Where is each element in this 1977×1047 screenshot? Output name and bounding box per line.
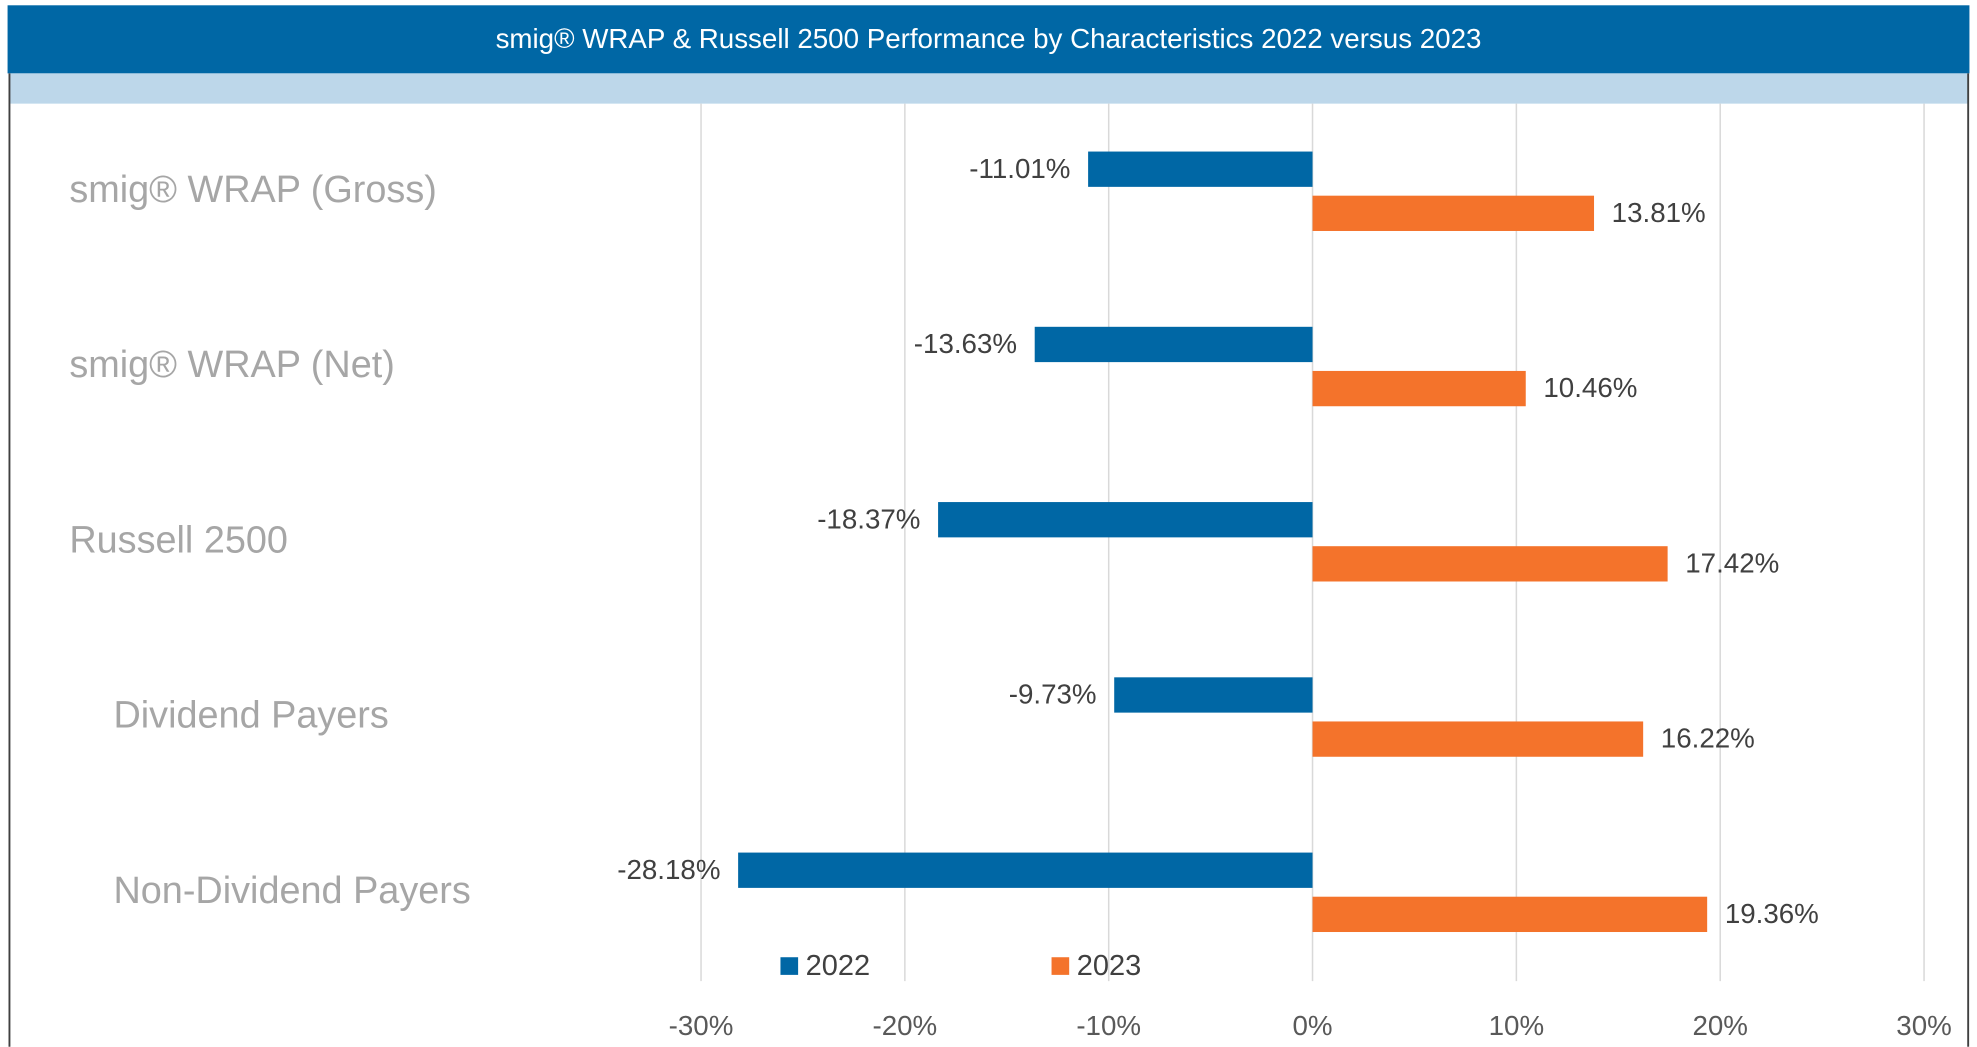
category-label: smig® WRAP (Net) bbox=[69, 344, 395, 386]
value-label: 16.22% bbox=[1661, 723, 1755, 754]
x-tick-label: 0% bbox=[1293, 1010, 1333, 1041]
bar bbox=[1034, 326, 1313, 363]
x-tick-label: 20% bbox=[1692, 1010, 1747, 1041]
x-tick-label: 30% bbox=[1896, 1010, 1951, 1041]
title-strip bbox=[8, 73, 1969, 104]
bar bbox=[1312, 546, 1668, 582]
value-label: -9.73% bbox=[1009, 679, 1097, 710]
bar bbox=[1312, 721, 1644, 757]
x-tick-label: 10% bbox=[1489, 1010, 1544, 1041]
x-tick-label: -10% bbox=[1076, 1010, 1141, 1041]
category-label: Non-Dividend Payers bbox=[113, 870, 470, 912]
value-label: 13.81% bbox=[1612, 197, 1706, 228]
legend-swatch bbox=[780, 957, 799, 975]
bar bbox=[1312, 896, 1708, 933]
bar bbox=[1312, 195, 1595, 231]
plot: -30% -20% -10% 0% 10% 20% 30% smig® WRAP (Gross… bbox=[69, 103, 1952, 1041]
category-label: Dividend Payers bbox=[113, 695, 388, 737]
bar bbox=[938, 502, 1313, 538]
title-bar bbox=[7, 5, 1970, 74]
value-label: -28.18% bbox=[617, 854, 720, 885]
value-label: -18.37% bbox=[817, 503, 920, 534]
bar bbox=[1114, 677, 1313, 713]
value-label: 10.46% bbox=[1543, 372, 1637, 403]
x-tick-label: -30% bbox=[669, 1010, 734, 1041]
chart-title: smig® WRAP & Russell 2500 Performance by… bbox=[496, 23, 1482, 54]
legend-swatch bbox=[1051, 957, 1070, 975]
bar bbox=[1088, 151, 1313, 187]
bar bbox=[738, 852, 1313, 888]
x-tick-label: -20% bbox=[873, 1010, 938, 1041]
category-label: Russell 2500 bbox=[69, 519, 288, 561]
legend-label: 2023 bbox=[1077, 950, 1141, 982]
value-label: -11.01% bbox=[969, 153, 1070, 184]
value-label: 19.36% bbox=[1725, 898, 1819, 929]
value-label: -13.63% bbox=[914, 328, 1017, 359]
bar bbox=[1312, 370, 1526, 407]
value-label: 17.42% bbox=[1685, 547, 1779, 578]
category-label: smig® WRAP (Gross) bbox=[69, 169, 437, 211]
legend-label: 2022 bbox=[806, 950, 870, 982]
